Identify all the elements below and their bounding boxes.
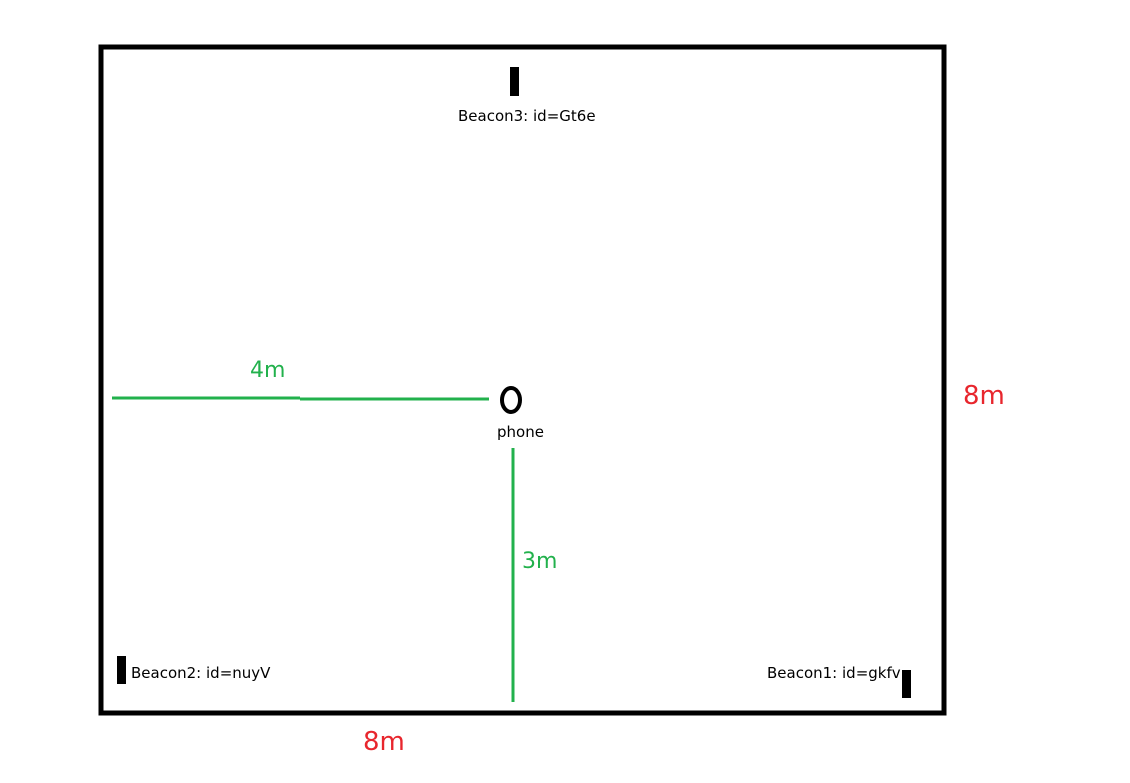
horizontal-distance-label: 4m [250,358,285,383]
beacon3-label: Beacon3: id=Gt6e [458,107,596,125]
beacon2-label: Beacon2: id=nuyV [131,664,271,682]
vertical-distance-label: 3m [522,549,557,574]
room-height-label: 8m [963,381,1005,411]
phone-marker [500,386,522,414]
beacon2-marker [117,656,126,684]
beacon3-marker [510,67,519,96]
room-outline [98,44,947,716]
beacon1-marker [902,670,911,698]
phone-label: phone [497,423,544,441]
beacon1-label: Beacon1: id=gkfv [767,664,901,682]
room-width-label: 8m [363,727,405,757]
